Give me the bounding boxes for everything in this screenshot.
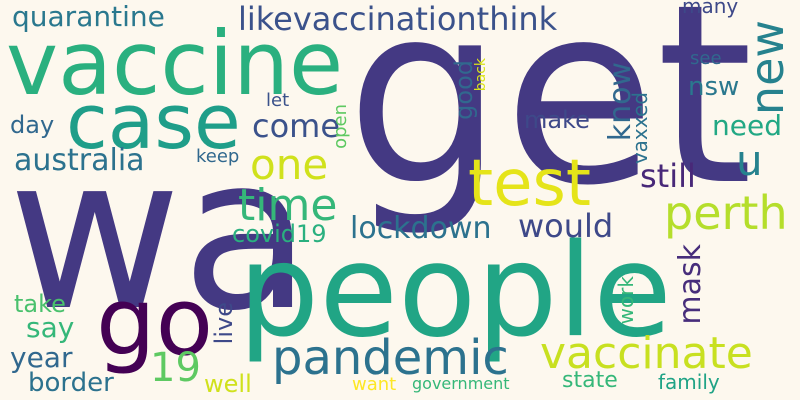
word-state: state xyxy=(562,368,618,393)
word-go: go xyxy=(96,268,214,377)
word-well: well xyxy=(204,370,252,398)
word-family: family xyxy=(658,370,720,394)
word-border: border xyxy=(28,368,114,398)
word-mask: mask xyxy=(673,244,708,325)
word-many: many xyxy=(682,0,739,18)
word-make: make xyxy=(524,106,590,134)
word-u: u xyxy=(736,136,763,185)
word-nsw: nsw xyxy=(688,72,740,102)
word-time: time xyxy=(238,180,338,231)
word-let: let xyxy=(266,90,290,111)
word-come: come xyxy=(252,107,341,145)
word-perth: perth xyxy=(664,186,788,240)
word-open: open xyxy=(330,104,351,149)
word-good: good xyxy=(450,60,478,120)
word-want: want xyxy=(352,374,397,395)
word-would: would xyxy=(518,207,614,245)
word-need: need xyxy=(712,109,782,142)
word-keep: keep xyxy=(196,146,240,167)
word-test: test xyxy=(468,147,591,221)
word-australia: australia xyxy=(14,143,145,178)
word-pandemic: pandemic xyxy=(272,330,509,386)
word-case: case xyxy=(66,77,241,166)
word-government: government xyxy=(412,374,510,393)
word-get: get xyxy=(346,0,754,240)
word-work: work xyxy=(614,276,638,325)
word-vaxxed: vaxxed xyxy=(628,92,652,165)
word-covid19: covid19 xyxy=(232,220,327,248)
word-take: take xyxy=(14,290,66,318)
word-see: see xyxy=(690,48,722,69)
word-day: day xyxy=(10,111,55,139)
word-likevaccinationthink: likevaccinationthink xyxy=(238,0,558,38)
word-19: 19 xyxy=(150,345,201,391)
word-lockdown: lockdown xyxy=(350,211,492,246)
word-vaccine: vaccine xyxy=(6,12,344,115)
word-year: year xyxy=(10,341,73,374)
word-quarantine: quarantine xyxy=(12,0,165,33)
word-still: still xyxy=(640,157,696,195)
word-live: live xyxy=(210,302,238,345)
word-vaccinate: vaccinate xyxy=(540,328,753,379)
word-one: one xyxy=(250,140,329,189)
word-say: say xyxy=(26,311,75,344)
word-wa: wa xyxy=(8,110,312,357)
word-new: new xyxy=(740,20,794,116)
word-people: people xyxy=(238,217,672,366)
